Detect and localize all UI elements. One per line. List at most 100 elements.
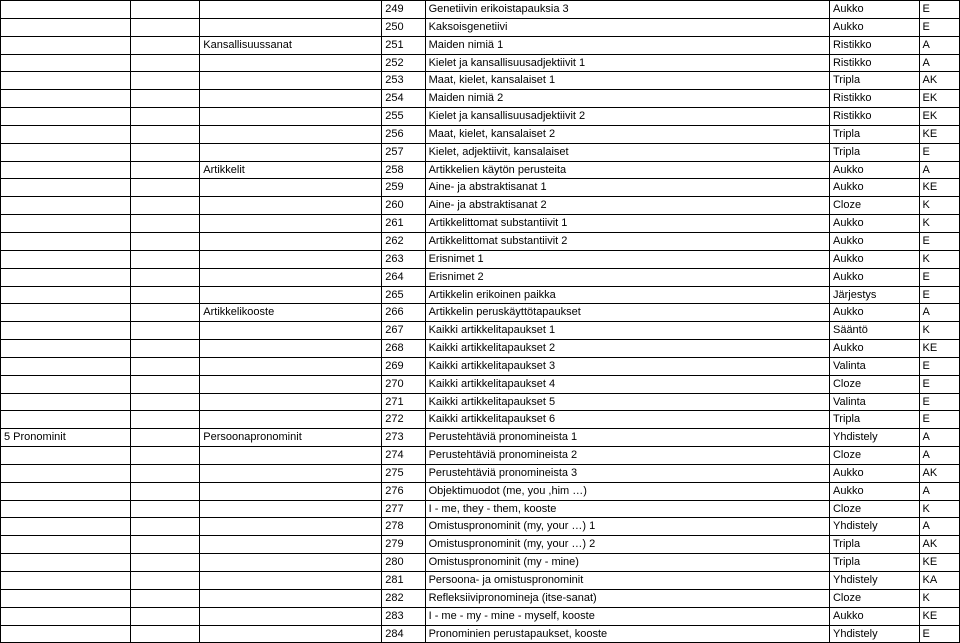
table-row: 280Omistuspronominit (my - mine)TriplaKE [1, 554, 960, 572]
cell-c2 [130, 18, 199, 36]
cell-c5: Maat, kielet, kansalaiset 1 [425, 72, 829, 90]
cell-c6: Valinta [829, 393, 919, 411]
cell-c6: Ristikko [829, 36, 919, 54]
cell-c7: E [919, 286, 959, 304]
cell-c3 [200, 554, 382, 572]
cell-c6: Aukko [829, 482, 919, 500]
table-row: 253Maat, kielet, kansalaiset 1TriplaAK [1, 72, 960, 90]
cell-c2 [130, 54, 199, 72]
cell-c3 [200, 464, 382, 482]
cell-c6: Ristikko [829, 108, 919, 126]
cell-c2 [130, 90, 199, 108]
cell-c2 [130, 429, 199, 447]
cell-c6: Aukko [829, 232, 919, 250]
cell-c7: K [919, 589, 959, 607]
table-row: 252Kielet ja kansallisuusadjektiivit 1Ri… [1, 54, 960, 72]
cell-c4: 261 [382, 215, 425, 233]
cell-c2 [130, 482, 199, 500]
cell-c7: EK [919, 108, 959, 126]
cell-c6: Aukko [829, 268, 919, 286]
table-row: 257Kielet, adjektiivit, kansalaisetTripl… [1, 143, 960, 161]
table-row: Artikkelikooste266Artikkelin peruskäyttö… [1, 304, 960, 322]
cell-c3 [200, 72, 382, 90]
cell-c1 [1, 518, 131, 536]
cell-c1 [1, 268, 131, 286]
cell-c7: K [919, 215, 959, 233]
cell-c7: E [919, 357, 959, 375]
cell-c3 [200, 90, 382, 108]
cell-c1 [1, 304, 131, 322]
cell-c3 [200, 572, 382, 590]
cell-c2 [130, 161, 199, 179]
cell-c4: 271 [382, 393, 425, 411]
cell-c3 [200, 340, 382, 358]
cell-c7: E [919, 393, 959, 411]
cell-c7: A [919, 36, 959, 54]
cell-c6: Yhdistely [829, 625, 919, 643]
cell-c5: Maiden nimiä 1 [425, 36, 829, 54]
cell-c4: 273 [382, 429, 425, 447]
cell-c3 [200, 500, 382, 518]
table-row: 267Kaikki artikkelitapaukset 1SääntöK [1, 322, 960, 340]
cell-c6: Sääntö [829, 322, 919, 340]
cell-c2 [130, 197, 199, 215]
cell-c6: Tripla [829, 536, 919, 554]
cell-c3 [200, 625, 382, 643]
cell-c3 [200, 179, 382, 197]
cell-c7: E [919, 18, 959, 36]
cell-c3 [200, 518, 382, 536]
cell-c1 [1, 607, 131, 625]
cell-c7: KE [919, 554, 959, 572]
cell-c7: AK [919, 464, 959, 482]
table-row: 274Perustehtäviä pronomineista 2ClozeA [1, 447, 960, 465]
table-row: Artikkelit258Artikkelien käytön perustei… [1, 161, 960, 179]
table-row: 269Kaikki artikkelitapaukset 3ValintaE [1, 357, 960, 375]
cell-c2 [130, 125, 199, 143]
cell-c3 [200, 268, 382, 286]
table-row: 281Persoona- ja omistuspronominitYhdiste… [1, 572, 960, 590]
cell-c3: Persoonapronominit [200, 429, 382, 447]
cell-c7: A [919, 304, 959, 322]
table-row: 254Maiden nimiä 2RistikkoEK [1, 90, 960, 108]
cell-c3 [200, 589, 382, 607]
cell-c1 [1, 215, 131, 233]
cell-c2 [130, 322, 199, 340]
table-row: 272Kaikki artikkelitapaukset 6TriplaE [1, 411, 960, 429]
cell-c4: 268 [382, 340, 425, 358]
cell-c6: Aukko [829, 607, 919, 625]
cell-c7: AK [919, 72, 959, 90]
cell-c6: Aukko [829, 1, 919, 19]
cell-c2 [130, 36, 199, 54]
cell-c5: Perustehtäviä pronomineista 2 [425, 447, 829, 465]
cell-c5: Objektimuodot (me, you ,him …) [425, 482, 829, 500]
cell-c6: Aukko [829, 304, 919, 322]
cell-c3 [200, 447, 382, 465]
cell-c5: I - me - my - mine - myself, kooste [425, 607, 829, 625]
table-row: 264Erisnimet 2AukkoE [1, 268, 960, 286]
cell-c1 [1, 143, 131, 161]
cell-c4: 280 [382, 554, 425, 572]
cell-c5: Artikkelin erikoinen paikka [425, 286, 829, 304]
cell-c3 [200, 143, 382, 161]
cell-c2 [130, 447, 199, 465]
cell-c4: 257 [382, 143, 425, 161]
cell-c5: Pronominien perustapaukset, kooste [425, 625, 829, 643]
cell-c4: 283 [382, 607, 425, 625]
cell-c1 [1, 18, 131, 36]
cell-c4: 255 [382, 108, 425, 126]
cell-c1 [1, 447, 131, 465]
cell-c1 [1, 36, 131, 54]
cell-c1 [1, 500, 131, 518]
cell-c7: K [919, 197, 959, 215]
cell-c4: 278 [382, 518, 425, 536]
cell-c3 [200, 54, 382, 72]
cell-c1 [1, 589, 131, 607]
cell-c5: Kielet, adjektiivit, kansalaiset [425, 143, 829, 161]
cell-c1: 5 Pronominit [1, 429, 131, 447]
cell-c3 [200, 482, 382, 500]
cell-c5: Kaikki artikkelitapaukset 1 [425, 322, 829, 340]
cell-c4: 265 [382, 286, 425, 304]
table-row: 270Kaikki artikkelitapaukset 4ClozeE [1, 375, 960, 393]
cell-c1 [1, 464, 131, 482]
cell-c2 [130, 607, 199, 625]
